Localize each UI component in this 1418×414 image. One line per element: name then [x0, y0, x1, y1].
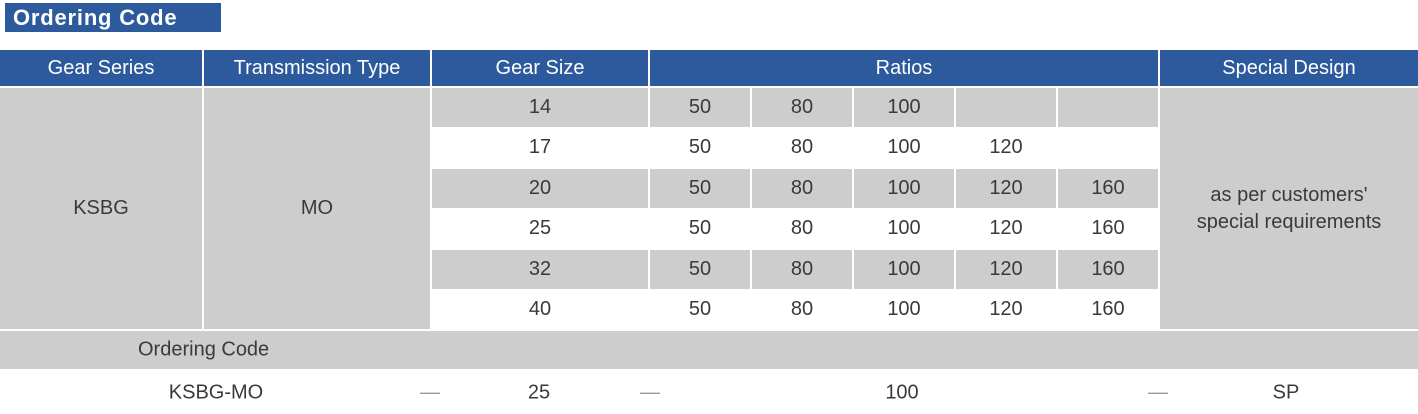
ratio-cell: 160	[1058, 250, 1158, 289]
example-series: KSBG-MO	[168, 381, 264, 403]
header-transmission-type: Transmission Type	[204, 50, 430, 86]
ratio-cell: 120	[956, 169, 1056, 208]
ratio-cell: 50	[650, 128, 750, 167]
ratio-cell: 50	[650, 209, 750, 248]
ordering-code-table: Gear Series Transmission Type Gear Size …	[0, 50, 1418, 414]
ratio-cell: 120	[956, 128, 1056, 167]
ratio-cell: 50	[650, 88, 750, 127]
transmission-type-cell: MO	[204, 88, 430, 329]
example-dash: —	[640, 381, 660, 403]
header-gear-series: Gear Series	[0, 50, 202, 86]
header-gear-size: Gear Size	[432, 50, 648, 86]
example-dash: —	[1148, 381, 1168, 403]
ratio-cell: 160	[1058, 169, 1158, 208]
page-title: Ordering Code	[5, 3, 221, 32]
ratio-cell: 100	[854, 209, 954, 248]
ratio-cell: 120	[956, 290, 1056, 329]
ratio-cell: 50	[650, 169, 750, 208]
ordering-code-bar: Ordering Code	[0, 331, 1418, 369]
ordering-code-label: Ordering Code	[138, 338, 270, 361]
example-size: 25	[527, 381, 551, 403]
ratio-cell: 80	[752, 88, 852, 127]
gear-size-cell: 32	[432, 250, 648, 289]
header-special-design: Special Design	[1160, 50, 1418, 86]
ratio-cell: 100	[854, 250, 954, 289]
gear-size-cell: 25	[432, 209, 648, 248]
example-ratio: 100	[885, 381, 919, 403]
ratio-cell: 80	[752, 209, 852, 248]
ratio-cell: 50	[650, 290, 750, 329]
ratio-cell: 50	[650, 250, 750, 289]
special-design-line1: as per customers'	[1210, 183, 1368, 206]
ratio-cell: 120	[956, 250, 1056, 289]
ratio-cell-empty	[956, 88, 1056, 127]
example-dash: —	[420, 381, 440, 403]
example-special: SP	[1272, 381, 1300, 403]
ratio-cell: 80	[752, 250, 852, 289]
ratio-cell: 100	[854, 169, 954, 208]
ratio-cell: 120	[956, 209, 1056, 248]
header-ratios: Ratios	[650, 50, 1158, 86]
special-design-cell: as per customers' special requirements	[1160, 88, 1418, 329]
special-design-line2: special requirements	[1196, 210, 1382, 233]
ratio-cell: 160	[1058, 209, 1158, 248]
ratio-cell-empty	[1058, 88, 1158, 127]
ratio-cell: 100	[854, 290, 954, 329]
ratio-cell: 160	[1058, 290, 1158, 329]
ratio-cell: 100	[854, 128, 954, 167]
ratio-cell: 80	[752, 128, 852, 167]
ratio-cell: 80	[752, 290, 852, 329]
gear-size-cell: 40	[432, 290, 648, 329]
ratio-cell: 100	[854, 88, 954, 127]
gear-series-cell: KSBG	[0, 88, 202, 329]
ratio-cell-empty	[1058, 128, 1158, 167]
gear-size-cell: 20	[432, 169, 648, 208]
ratio-cell: 80	[752, 169, 852, 208]
ordering-example-row: KSBG-MO — 25 — 100 — SP	[0, 371, 1418, 414]
gear-size-cell: 14	[432, 88, 648, 127]
gear-size-cell: 17	[432, 128, 648, 167]
